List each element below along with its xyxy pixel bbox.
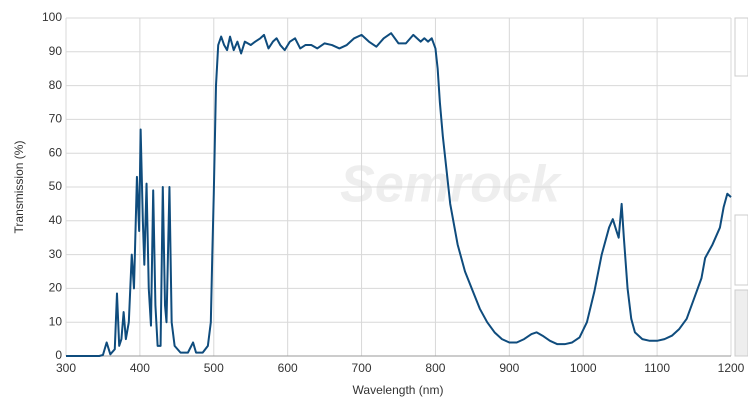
x-tick-label: 1200	[718, 361, 745, 375]
y-tick-label: 90	[49, 44, 63, 58]
y-tick-label: 80	[49, 78, 63, 92]
y-tick-label: 0	[55, 348, 62, 362]
x-tick-label: 500	[204, 361, 224, 375]
x-axis-label: Wavelength (nm)	[353, 383, 444, 397]
side-panel	[734, 289, 748, 357]
side-panel	[734, 17, 748, 77]
x-tick-label: 800	[425, 361, 445, 375]
y-tick-label: 70	[49, 112, 63, 126]
y-axis-label: Transmission (%)	[12, 141, 26, 234]
x-tick-label: 700	[352, 361, 372, 375]
x-tick-label: 900	[499, 361, 519, 375]
y-tick-label: 20	[49, 281, 63, 295]
x-tick-label: 600	[278, 361, 298, 375]
y-tick-label: 60	[49, 145, 63, 159]
y-tick-label: 50	[49, 179, 63, 193]
y-tick-label: 40	[49, 213, 63, 227]
x-tick-label: 400	[130, 361, 150, 375]
spectrum-line	[66, 32, 732, 357]
x-tick-label: 1000	[570, 361, 597, 375]
side-panel	[734, 214, 748, 286]
x-tick-label: 1100	[644, 361, 670, 375]
watermark: Semrock	[340, 156, 563, 214]
x-tick-label: 300	[56, 361, 76, 375]
y-tick-label: 30	[49, 247, 63, 261]
y-tick-label: 10	[49, 314, 63, 328]
y-tick-label: 100	[42, 10, 62, 24]
